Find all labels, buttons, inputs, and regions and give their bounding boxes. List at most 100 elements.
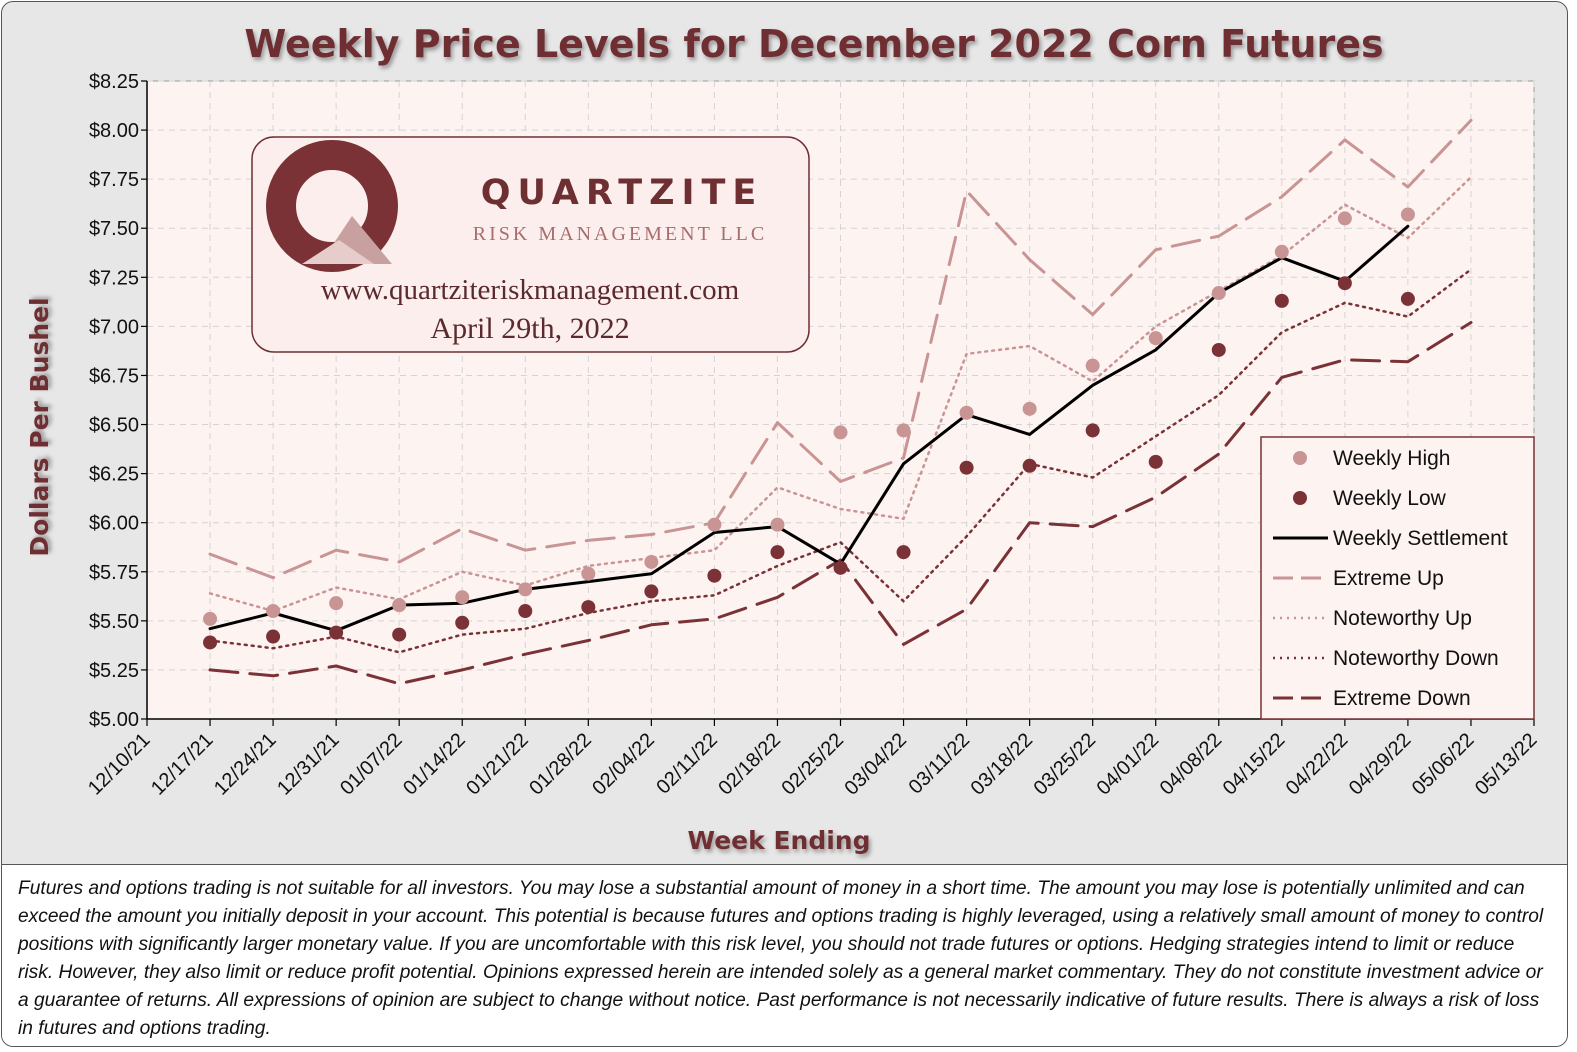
legend-label-weekly-high: Weekly High [1333,447,1451,470]
x-tick-label: 03/11/22 [905,729,975,799]
series-line-noteworthy-down [208,268,1473,654]
y-tick-label: $6.50 [89,415,139,437]
y-tick-label: $6.00 [89,513,139,535]
point-weekly-high [770,517,785,532]
series-layer [203,118,1473,686]
point-weekly-low [644,584,659,599]
point-weekly-low [707,568,722,583]
point-weekly-high [1337,211,1352,226]
y-tick-label: $8.25 [89,71,139,93]
point-weekly-high [1148,331,1163,346]
legend-label-noteworthy-down: Noteworthy Down [1333,647,1499,670]
website-url: www.quartziteriskmanagement.com [321,274,740,306]
y-axis-title: Dollars Per Bushel [25,297,54,556]
legend-label-extreme-up: Extreme Up [1333,567,1444,590]
point-weekly-high [581,566,596,581]
x-tick-label: 03/25/22 [1030,729,1101,800]
point-weekly-low [329,625,344,640]
point-weekly-high [833,425,848,440]
x-tick-label: 04/29/22 [1345,729,1416,800]
x-tick-label: 12/31/21 [273,729,344,800]
point-weekly-low [896,545,911,560]
x-tick-label: 02/11/22 [652,729,722,799]
series-line-noteworthy-up [208,175,1473,613]
point-weekly-high [392,598,407,613]
y-tick-label: $7.50 [89,218,139,240]
legend-label-noteworthy-up: Noteworthy Up [1333,607,1472,630]
y-tick-label: $5.25 [89,660,139,682]
x-tick-label: 12/17/21 [147,729,218,800]
x-tick-label: 04/08/22 [1156,729,1227,800]
disclaimer-text: Futures and options trading is not suita… [2,864,1567,1046]
x-tick-label: 03/04/22 [840,729,911,800]
x-tick-label: 01/28/22 [525,729,596,800]
point-weekly-high [1274,244,1289,259]
point-weekly-low [1022,458,1037,473]
x-tick-label: 01/07/22 [336,729,407,800]
point-weekly-low [392,627,407,642]
brand-name: QUARTZITE [481,173,764,213]
point-weekly-high [959,405,974,420]
point-weekly-high [203,611,218,626]
chart-title: Weekly Price Levels for December 2022 Co… [244,22,1383,66]
point-weekly-low [203,635,218,650]
x-tick-label: 01/21/22 [462,729,533,800]
x-tick-label: 04/15/22 [1219,729,1290,800]
point-weekly-high [896,423,911,438]
point-weekly-low [1274,293,1289,308]
point-weekly-low [266,629,281,644]
point-weekly-high [707,517,722,532]
x-tick-label: 05/13/22 [1471,729,1542,800]
point-weekly-high [518,582,533,597]
point-weekly-low [1400,291,1415,306]
y-tick-label: $6.25 [89,464,139,486]
point-weekly-low [1211,342,1226,357]
x-tick-label: 12/24/21 [210,729,281,800]
legend-label-weekly-settlement: Weekly Settlement [1333,527,1508,550]
series-line-extreme-down [208,321,1473,686]
x-tick-label: 12/10/21 [84,729,155,800]
y-tick-label: $5.00 [89,709,139,731]
point-weekly-low [455,615,470,630]
point-weekly-low [833,560,848,575]
x-tick-label: 05/06/22 [1408,729,1479,800]
legend: Weekly High Weekly Low Weekly Settlement Ex… [1260,436,1535,720]
y-tick-labels: $5.00 $5.25 $5.50 $5.75 $6.00 $6.25 $6.50 $6.75… [89,71,139,731]
point-weekly-low [581,600,596,615]
x-tick-label: 02/04/22 [588,729,659,800]
point-weekly-high [1022,401,1037,416]
series-line-weekly-settlement [208,224,1410,633]
point-weekly-low [1085,423,1100,438]
y-tick-label: $5.75 [89,562,139,584]
x-tick-labels: 12/10/2112/17/2112/24/2112/31/2101/07/22… [84,729,1542,800]
legend-swatch-weekly-low [1293,491,1307,505]
point-weekly-high [1085,358,1100,373]
watermark-date: April 29th, 2022 [430,312,629,345]
chart-svg: Weekly Price Levels for December 2022 Co… [25,22,1542,855]
y-tick-label: $8.00 [89,120,139,142]
y-tick-label: $7.75 [89,169,139,191]
y-tick-label: $6.75 [89,365,139,387]
point-weekly-low [1337,276,1352,291]
point-weekly-high [329,596,344,611]
legend-swatch-weekly-high [1293,451,1307,465]
series-line-extreme-up [208,118,1473,580]
legend-label-extreme-down: Extreme Down [1333,687,1471,710]
point-weekly-high [1400,207,1415,222]
point-weekly-high [644,554,659,569]
x-tick-label: 04/01/22 [1093,729,1164,800]
x-tick-label: 02/18/22 [714,729,785,800]
point-weekly-high [266,604,281,619]
x-axis-title: Week Ending [688,826,871,855]
x-tick-label: 01/14/22 [399,729,470,800]
point-weekly-low [518,604,533,619]
point-weekly-low [770,545,785,560]
x-tick-label: 02/25/22 [777,729,848,800]
point-weekly-high [455,590,470,605]
x-tick-label: 04/22/22 [1282,729,1353,800]
y-tick-label: $7.00 [89,316,139,338]
point-weekly-low [1148,454,1163,469]
y-tick-label: $7.25 [89,267,139,289]
brand-subtitle: RISK MANAGEMENT LLC [473,223,767,245]
